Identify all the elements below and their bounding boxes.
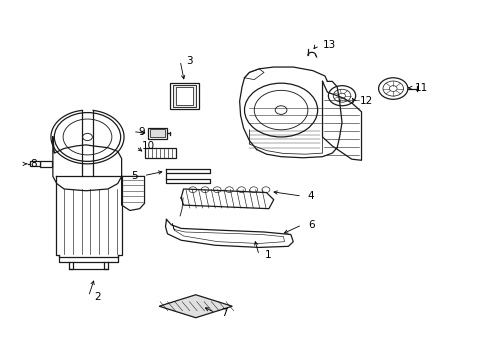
- Text: 7: 7: [221, 308, 227, 318]
- Text: 12: 12: [359, 96, 372, 106]
- Text: 9: 9: [139, 127, 145, 136]
- FancyBboxPatch shape: [144, 148, 176, 158]
- FancyBboxPatch shape: [40, 161, 52, 167]
- FancyBboxPatch shape: [148, 128, 166, 139]
- Text: 2: 2: [94, 292, 101, 302]
- Text: 6: 6: [307, 220, 314, 230]
- FancyBboxPatch shape: [173, 85, 195, 107]
- FancyBboxPatch shape: [170, 83, 198, 109]
- Text: 4: 4: [307, 191, 314, 201]
- FancyBboxPatch shape: [176, 87, 192, 105]
- Text: 8: 8: [30, 159, 37, 169]
- FancyBboxPatch shape: [30, 161, 40, 166]
- Text: 1: 1: [264, 250, 271, 260]
- FancyBboxPatch shape: [150, 130, 164, 137]
- Text: 10: 10: [142, 141, 155, 151]
- Text: 11: 11: [414, 83, 427, 93]
- Text: 3: 3: [185, 55, 192, 66]
- Polygon shape: [159, 295, 232, 318]
- Text: 13: 13: [322, 40, 335, 50]
- Text: 5: 5: [131, 171, 138, 181]
